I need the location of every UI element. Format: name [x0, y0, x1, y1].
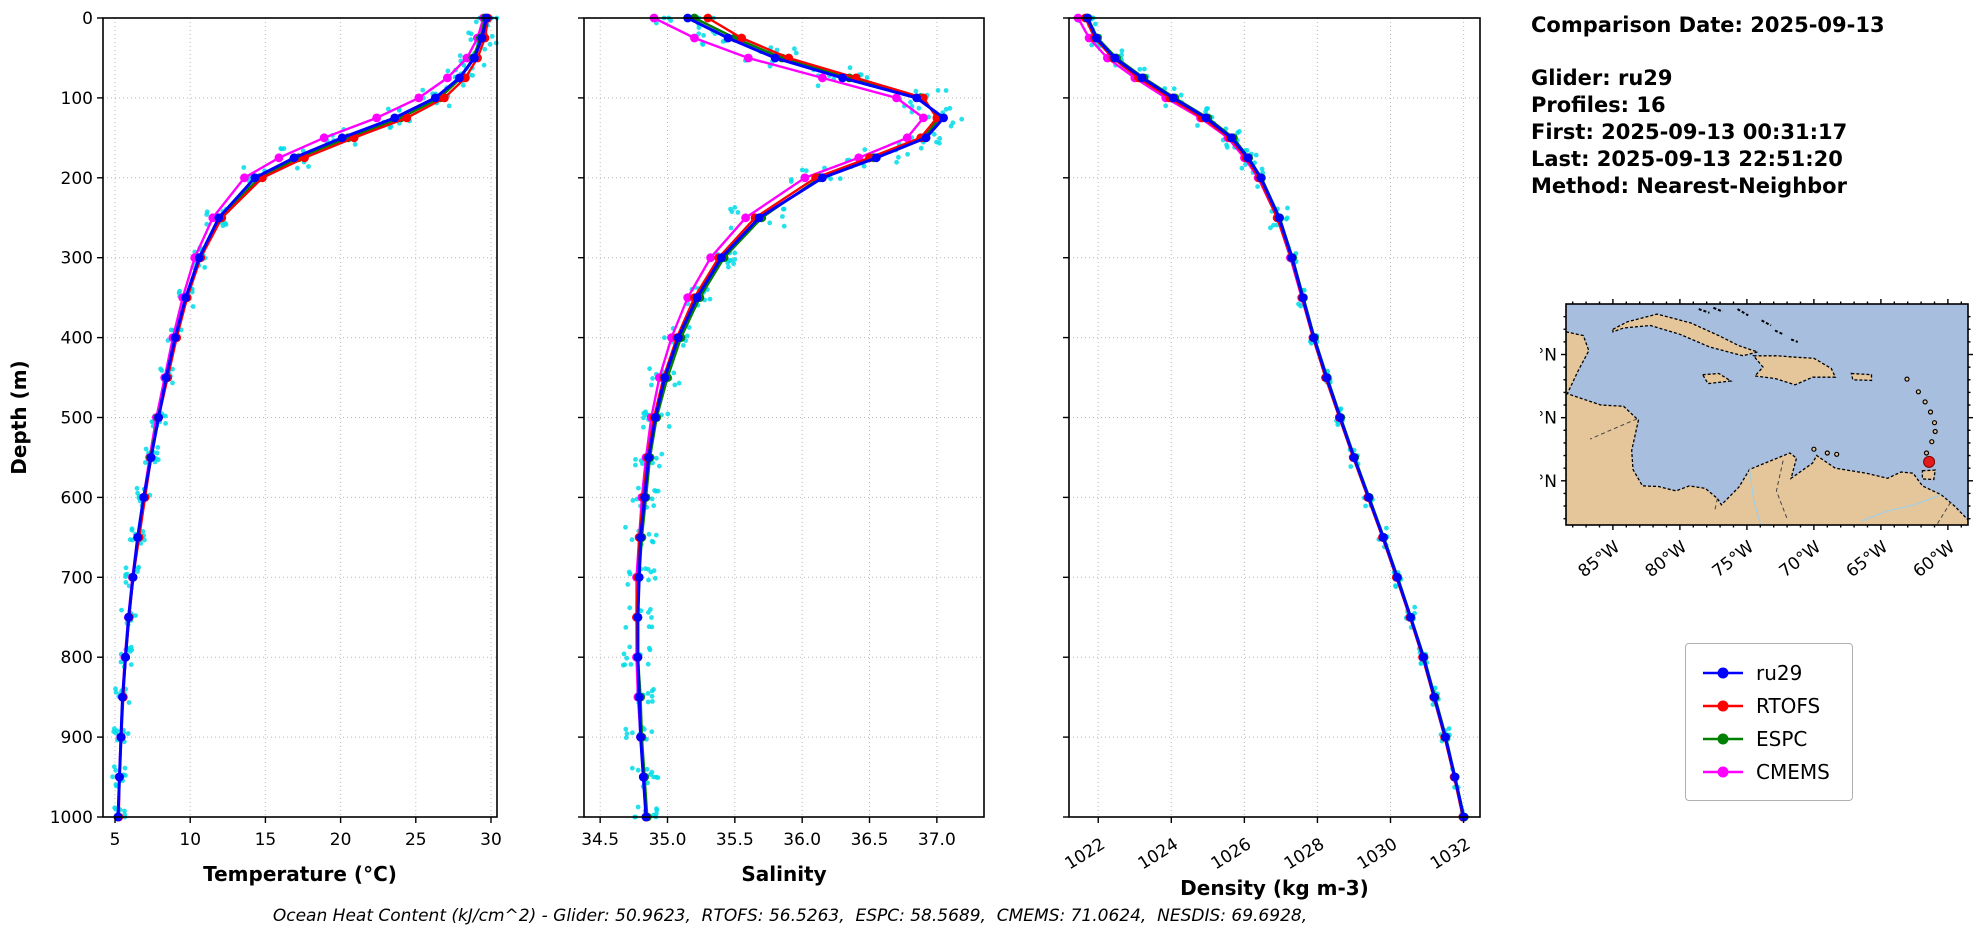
caribbean-location-map: 85°W 80°W 75°W 70°W 65°W 60°W 20°N 15°N 10°N [1514, 278, 1983, 612]
info-spacer [1531, 39, 1976, 65]
x-axis-title: Salinity [741, 862, 826, 886]
series-CMEMS [1073, 13, 1468, 822]
series-RTOFS [632, 13, 942, 822]
svg-text:15°N: 15°N [1540, 409, 1557, 429]
legend-item-ru29: ru29 [1700, 656, 1838, 689]
legend-item-rtofs: RTOFS [1700, 689, 1838, 722]
y-axis-title: Depth (m) [7, 360, 31, 474]
legend-item-cmems: CMEMS [1700, 755, 1838, 788]
density-axes: 1022 1024 1026 1028 1030 1032 Density (kg m-3) [1062, 13, 1481, 900]
map-frame [1565, 303, 1969, 526]
ocean-heat-content-caption: Ocean Heat Content (kJ/cm^2) - Glider: 5… [272, 906, 1308, 926]
svg-text:700: 700 [61, 568, 93, 588]
series-ru29 [113, 13, 491, 822]
comparison-date-text: Comparison Date: 2025-09-13 [1531, 13, 1885, 37]
svg-text:70°W: 70°W [1776, 537, 1825, 582]
svg-text:800: 800 [61, 648, 93, 668]
svg-text:200: 200 [61, 169, 93, 189]
svg-text:1026: 1026 [1208, 834, 1255, 874]
salinity-axes: 34.5 35.0 35.5 36.0 36.5 37.0 Salinity [578, 13, 985, 886]
legend-label-espc: ESPC [1756, 726, 1808, 751]
x-axis: 1022 1024 1026 1028 1030 1032 [1062, 817, 1474, 874]
legend-marker-cmems [1703, 766, 1743, 777]
svg-text:35.0: 35.0 [649, 830, 687, 850]
svg-text:85°W: 85°W [1575, 537, 1624, 582]
temperature-profile-plot: 5 10 15 20 25 30 0 100 200 300 400 500 600 700 800 900 1… [0, 0, 530, 934]
svg-text:1030: 1030 [1354, 834, 1401, 874]
x-axis: 5 10 15 20 25 30 [110, 817, 502, 850]
svg-text:36.0: 36.0 [783, 830, 821, 850]
svg-text:35.5: 35.5 [716, 830, 754, 850]
svg-text:75°W: 75°W [1709, 537, 1758, 582]
svg-text:65°W: 65°W [1843, 537, 1892, 582]
svg-text:36.5: 36.5 [851, 830, 889, 850]
series-ESPC [113, 13, 490, 822]
map-canvas: 85°W 80°W 75°W 70°W 65°W 60°W 20°N 15°N 10°N [1514, 299, 1973, 582]
svg-text:20: 20 [330, 830, 352, 850]
last-profile-time-text: Last: 2025-09-13 22:51:20 [1531, 147, 1843, 171]
legend-marker-rtofs [1703, 700, 1743, 711]
svg-text:30: 30 [480, 830, 502, 850]
y-axis [1063, 17, 1069, 818]
x-axis: 34.5 35.0 35.5 36.0 36.5 37.0 [581, 817, 956, 850]
svg-text:60°W: 60°W [1910, 537, 1959, 582]
series-ru29 [633, 13, 948, 822]
legend-label-rtofs: RTOFS [1756, 693, 1821, 718]
svg-text:10°N: 10°N [1540, 472, 1557, 492]
grid [1069, 17, 1480, 818]
first-profile-time-text: First: 2025-09-13 00:31:17 [1531, 120, 1848, 144]
svg-text:37.0: 37.0 [918, 830, 956, 850]
raw-glider-scatter [110, 15, 500, 820]
svg-text:1032: 1032 [1427, 834, 1474, 874]
legend: ru29 RTOFS ESPC CMEMS [1685, 643, 1853, 801]
svg-text:80°W: 80°W [1642, 537, 1691, 582]
svg-text:1022: 1022 [1062, 834, 1109, 874]
metadata-panel: Comparison Date: 2025-09-13 Glider: ru29… [1531, 12, 1976, 200]
profiles-count-text: Profiles: 16 [1531, 93, 1666, 117]
axes-frame [1068, 17, 1481, 818]
salinity-profile-plot: 34.5 35.0 35.5 36.0 36.5 37.0 Salinity [530, 0, 1000, 934]
temperature-axes: 5 10 15 20 25 3001002003004005006007008009001… [7, 9, 502, 886]
x-axis-title: Density (kg m-3) [1180, 876, 1369, 900]
glider-position-marker [1923, 455, 1936, 468]
svg-text:300: 300 [61, 249, 93, 269]
svg-text:5: 5 [110, 830, 121, 850]
method-text: Method: Nearest-Neighbor [1531, 174, 1847, 198]
svg-text:15: 15 [255, 830, 277, 850]
svg-text:500: 500 [61, 409, 93, 429]
svg-text:600: 600 [61, 488, 93, 508]
legend-label-cmems: CMEMS [1756, 759, 1830, 784]
y-axis: 0 100 200 300 400 500 600 700 800 900 1000 [50, 9, 103, 828]
svg-text:400: 400 [61, 329, 93, 349]
legend-item-espc: ESPC [1700, 722, 1838, 755]
svg-text:10: 10 [179, 830, 201, 850]
svg-text:34.5: 34.5 [581, 830, 619, 850]
svg-text:1024: 1024 [1135, 834, 1182, 874]
land-features [1566, 306, 1968, 525]
legend-label-ru29: ru29 [1756, 660, 1803, 685]
svg-text:25: 25 [405, 830, 427, 850]
svg-text:0: 0 [82, 9, 93, 29]
svg-text:1000: 1000 [50, 808, 93, 828]
legend-marker-espc [1703, 733, 1743, 744]
series-ru29 [1082, 13, 1468, 822]
glider-name-text: Glider: ru29 [1531, 66, 1673, 90]
map-ticks [1561, 299, 1973, 530]
svg-text:1028: 1028 [1281, 834, 1328, 874]
y-axis [578, 17, 584, 818]
x-axis-title: Temperature (°C) [203, 862, 397, 886]
svg-text:900: 900 [61, 728, 93, 748]
svg-text:100: 100 [61, 89, 93, 109]
legend-marker-ru29 [1703, 667, 1743, 678]
density-profile-plot: 1022 1024 1026 1028 1030 1032 Density (kg m-3) [1000, 0, 1583, 934]
svg-text:20°N: 20°N [1540, 346, 1557, 366]
